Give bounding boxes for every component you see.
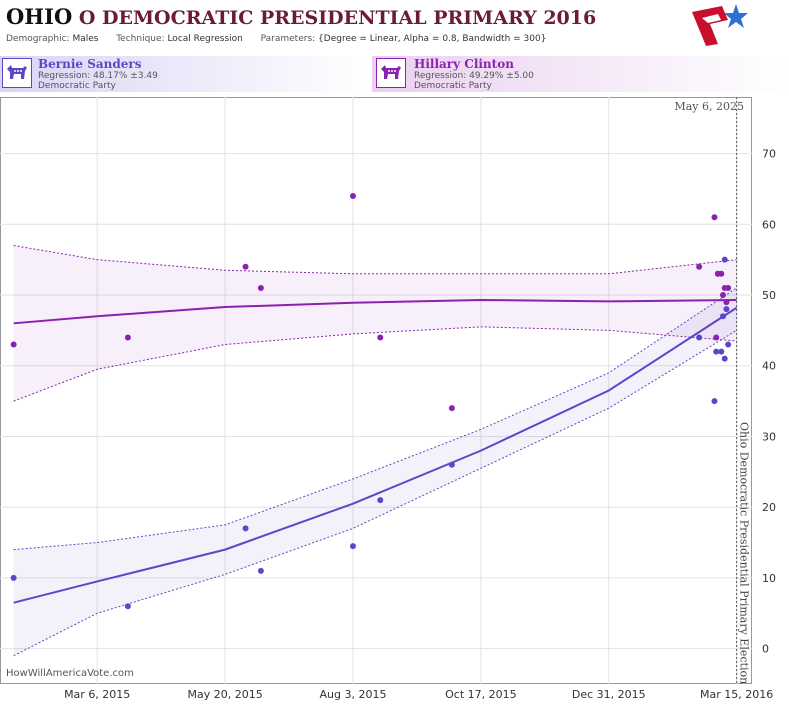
site-logo-icon (692, 4, 748, 46)
x-tick-label: Oct 17, 2015 (445, 688, 517, 701)
data-point (723, 299, 730, 306)
today-date-label: May 6, 2025 (674, 100, 744, 113)
data-point (349, 193, 356, 200)
technique-label: Technique: (116, 34, 165, 44)
x-tick-label: Mar 6, 2015 (64, 688, 130, 701)
y-tick-label: 10 (762, 572, 776, 585)
y-tick-label: 70 (762, 148, 776, 161)
data-point (720, 313, 727, 320)
x-tick-label: Aug 3, 2015 (319, 688, 386, 701)
data-point (242, 525, 249, 532)
data-point (349, 543, 356, 550)
data-point (377, 497, 384, 504)
data-point (713, 334, 720, 341)
y-tick-label: 0 (762, 643, 769, 656)
data-point (448, 461, 455, 468)
parameters-label: Parameters: (260, 34, 316, 44)
title-state: OHIO (6, 4, 73, 29)
y-tick-label: 50 (762, 289, 776, 302)
data-point (124, 603, 131, 610)
candidate-party: Democratic Party (414, 81, 492, 91)
election-label: Ohio Democratic Presidential Primary Ele… (738, 422, 751, 684)
data-point (696, 334, 703, 341)
x-tick-label: Dec 31, 2015 (572, 688, 646, 701)
data-point (124, 334, 131, 341)
demographic-label: Demographic: (6, 34, 70, 44)
data-point (696, 263, 703, 270)
candidate-regression: Regression: 49.29% ±5.00 (414, 71, 534, 81)
band-upper-line (13, 287, 737, 551)
demographic-value: Males (72, 34, 99, 44)
trend-line (13, 306, 738, 604)
confidence-band (13, 287, 737, 656)
donkey-icon (2, 58, 32, 88)
data-point (242, 263, 249, 270)
data-point (723, 306, 730, 313)
candidate-name: Bernie Sanders (38, 57, 142, 71)
chart-title: OHIO O DEMOCRATIC PRESIDENTIAL PRIMARY 2… (6, 4, 596, 29)
donkey-icon (376, 58, 406, 88)
trend-line (13, 298, 737, 325)
y-tick-label: 60 (762, 218, 776, 231)
band-lower-line (13, 329, 737, 657)
data-point (10, 574, 17, 581)
watermark: HowWillAmericaVote.com (6, 668, 134, 679)
confidence-band (13, 245, 737, 402)
parameters-value: {Degree = Linear, Alpha = 0.8, Bandwidth… (318, 34, 547, 44)
plot-frame (0, 97, 752, 684)
y-tick-label: 40 (762, 360, 776, 373)
candidate-name: Hillary Clinton (414, 57, 514, 71)
data-point (720, 292, 727, 299)
data-point (377, 334, 384, 341)
x-tick-label: May 20, 2015 (187, 688, 262, 701)
candidate-regression: Regression: 48.17% ±3.49 (38, 71, 158, 81)
x-tick-label: Mar 15, 2016 (700, 688, 773, 701)
data-point (713, 348, 720, 355)
data-point (448, 405, 455, 412)
data-point (725, 341, 732, 348)
title-subtitle: O DEMOCRATIC PRESIDENTIAL PRIMARY 2016 (72, 7, 597, 29)
data-point (718, 270, 725, 277)
technique-value: Local Regression (167, 34, 243, 44)
data-point (721, 355, 728, 362)
band-lower-line (13, 326, 737, 402)
data-point (257, 284, 264, 291)
y-tick-label: 30 (762, 430, 776, 443)
data-point (711, 398, 718, 405)
candidate-party: Democratic Party (38, 81, 116, 91)
data-point (725, 284, 732, 291)
candidate-legend-clinton: Hillary Clinton Regression: 49.29% ±5.00… (372, 56, 788, 92)
candidate-legend-sanders: Bernie Sanders Regression: 48.17% ±3.49 … (0, 56, 370, 92)
data-point (721, 256, 728, 263)
data-point (10, 341, 17, 348)
data-point (718, 348, 725, 355)
data-point (257, 567, 264, 574)
y-tick-label: 20 (762, 501, 776, 514)
data-point (711, 214, 718, 221)
parameters-row: Demographic: Males Technique: Local Regr… (6, 34, 546, 44)
band-upper-line (13, 245, 737, 275)
